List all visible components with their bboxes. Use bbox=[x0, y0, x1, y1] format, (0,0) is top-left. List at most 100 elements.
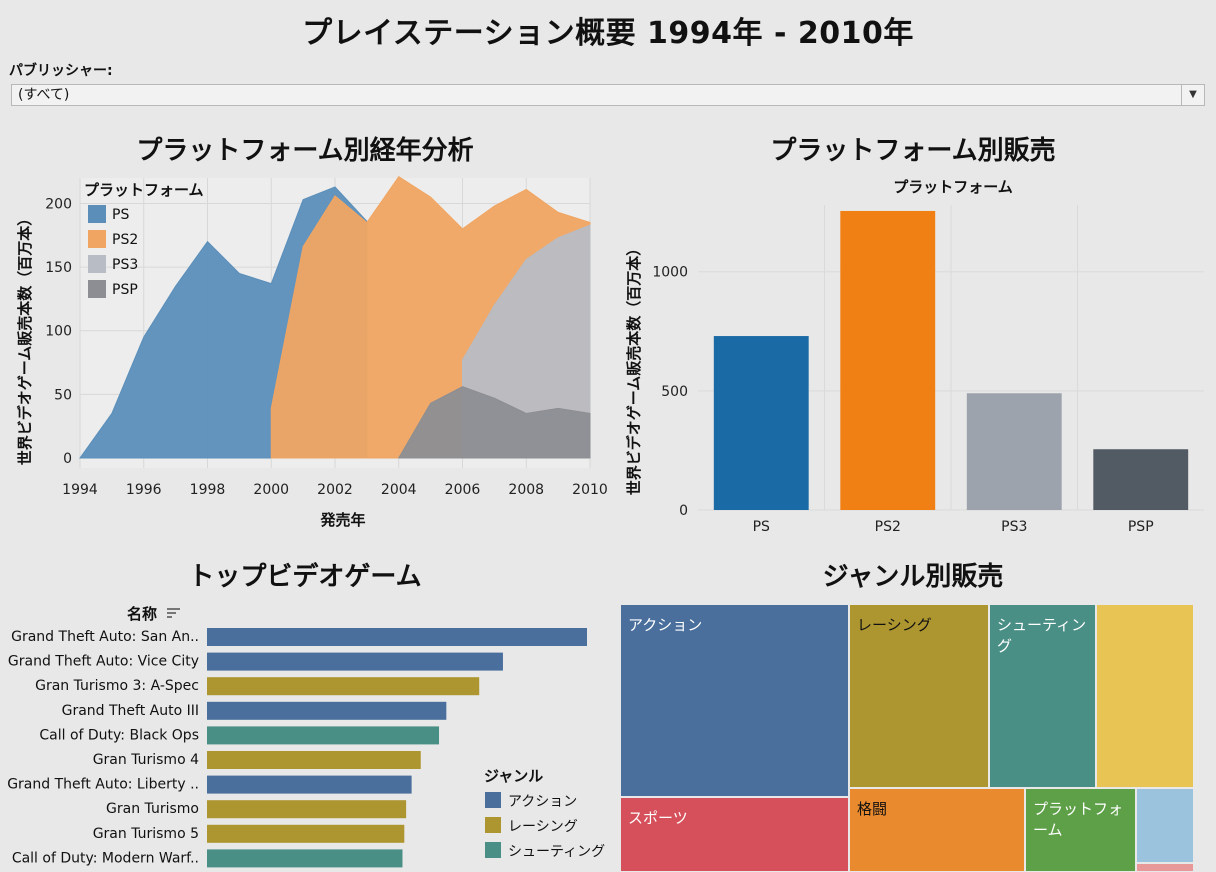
bar-y-tick-0: 0 bbox=[679, 503, 688, 519]
top-games-title: トップビデオゲーム bbox=[188, 562, 422, 592]
treemap-cell[interactable] bbox=[1136, 788, 1194, 863]
area-x-tick-6: 2006 bbox=[445, 482, 481, 498]
bar-x-tick-ps: PS bbox=[753, 519, 770, 535]
area-x-tick-7: 2008 bbox=[508, 482, 544, 498]
area-x-tick-5: 2004 bbox=[381, 482, 417, 498]
area-chart-y-axis-title: 世界ビデオゲーム販売本数（百万本） bbox=[16, 211, 34, 466]
top-game-name: Grand Theft Auto: Liberty .. bbox=[7, 777, 199, 793]
genre-legend-swatch bbox=[485, 817, 501, 833]
area-chart[interactable]: 1994 1996 1998 2000 2002 2004 2006 2008 2010 0 50… bbox=[0, 170, 610, 540]
genre-legend-label: シューティング bbox=[508, 844, 605, 860]
bar-x-tick-psp: PSP bbox=[1128, 519, 1154, 535]
genre-legend-swatch bbox=[485, 792, 501, 808]
treemap-cell-label: レーシング bbox=[857, 616, 932, 634]
bar-chart-title: プラットフォーム別販売 bbox=[770, 136, 1056, 166]
dashboard-title: プレイステーション概要 1994年 - 2010年 bbox=[302, 16, 914, 51]
top-game-bar[interactable] bbox=[207, 800, 407, 819]
treemap-cell[interactable]: プラットフォーム bbox=[1025, 788, 1136, 872]
top-game-row[interactable]: Gran Turismo 5 bbox=[93, 824, 405, 843]
area-chart-legend: プラットフォーム PS PS2 PS3 PSP bbox=[84, 181, 204, 298]
bar-ps2[interactable] bbox=[840, 210, 936, 510]
legend-swatch-ps3 bbox=[88, 255, 106, 273]
top-game-row[interactable]: Grand Theft Auto III bbox=[62, 701, 447, 720]
bar-y-tick-2: 1000 bbox=[652, 265, 688, 281]
treemap-cell[interactable]: アクション bbox=[620, 604, 849, 797]
top-game-bar[interactable] bbox=[207, 849, 403, 868]
top-game-bar[interactable] bbox=[207, 701, 447, 720]
area-chart-series[interactable] bbox=[79, 176, 591, 459]
top-games-row-header: 名称 bbox=[127, 605, 157, 623]
treemap-cell[interactable]: 格闘 bbox=[849, 788, 1025, 872]
area-x-tick-0: 1994 bbox=[62, 482, 98, 498]
top-game-name: Gran Turismo 3: A-Spec bbox=[35, 678, 199, 694]
platform-bar-chart[interactable]: プラットフォーム PS PS2 PS3 PSP 0 500 1000 世界ビデオゲーム販売本… bbox=[610, 170, 1216, 550]
top-game-row[interactable]: Gran Turismo 3: A-Spec bbox=[35, 677, 480, 696]
bar-x-tick-ps3: PS3 bbox=[1001, 519, 1027, 535]
bar-chart-y-axis-title: 世界ビデオゲーム販売本数（百万本） bbox=[625, 241, 643, 496]
area-y-tick-0: 0 bbox=[63, 451, 72, 467]
genre-legend-swatch bbox=[485, 842, 501, 858]
area-y-tick-4: 200 bbox=[45, 196, 72, 212]
bar-ps[interactable] bbox=[713, 336, 809, 510]
area-x-tick-2: 1998 bbox=[190, 482, 226, 498]
area-series-psp[interactable] bbox=[397, 386, 591, 459]
top-game-bar[interactable] bbox=[207, 751, 421, 769]
treemap-cell[interactable]: スポーツ bbox=[620, 797, 849, 872]
area-y-tick-2: 100 bbox=[45, 324, 72, 340]
top-game-name: Call of Duty: Modern Warf.. bbox=[12, 850, 199, 866]
top-game-row[interactable]: Gran Turismo bbox=[106, 800, 407, 819]
top-games-rows[interactable]: Grand Theft Auto: San An.. Grand Theft Au… bbox=[7, 628, 587, 868]
area-legend-title: プラットフォーム bbox=[84, 181, 204, 199]
genre-legend-label: アクション bbox=[508, 794, 577, 810]
bar-chart-bars[interactable] bbox=[713, 210, 1189, 510]
top-game-row[interactable]: Call of Duty: Black Ops bbox=[39, 726, 440, 745]
bar-y-tick-1: 500 bbox=[661, 384, 688, 400]
legend-swatch-ps bbox=[88, 205, 106, 223]
legend-swatch-ps2 bbox=[88, 230, 106, 248]
top-game-name: Gran Turismo bbox=[106, 801, 199, 817]
top-game-bar[interactable] bbox=[207, 775, 412, 794]
treemap-title: ジャンル別販売 bbox=[822, 562, 1004, 592]
area-chart-x-axis-title: 発売年 bbox=[319, 511, 365, 529]
legend-label-ps3: PS3 bbox=[112, 257, 138, 273]
area-chart-y-ticks: 0 50 100 150 200 bbox=[45, 196, 72, 467]
publisher-filter-dropdown[interactable]: (すべて) ▼ bbox=[11, 84, 1205, 106]
top-game-row[interactable]: Gran Turismo 4 bbox=[93, 751, 421, 769]
legend-swatch-psp bbox=[88, 280, 106, 298]
top-game-row[interactable]: Grand Theft Auto: Vice City bbox=[8, 652, 503, 671]
top-game-bar[interactable] bbox=[207, 824, 405, 843]
caret-down-icon[interactable]: ▼ bbox=[1181, 85, 1204, 105]
top-game-name: Gran Turismo 5 bbox=[93, 826, 199, 842]
top-game-bar[interactable] bbox=[207, 677, 480, 696]
bar-psp[interactable] bbox=[1093, 449, 1189, 510]
area-y-tick-1: 50 bbox=[54, 387, 72, 403]
publisher-filter-value: (すべて) bbox=[18, 87, 70, 103]
area-x-tick-8: 2010 bbox=[572, 482, 608, 498]
legend-label-ps: PS bbox=[112, 207, 129, 223]
legend-label-ps2: PS2 bbox=[112, 232, 138, 248]
top-game-row[interactable]: Grand Theft Auto: Liberty .. bbox=[7, 775, 412, 794]
sort-descending-icon[interactable] bbox=[167, 608, 180, 618]
treemap-cell-label: 格闘 bbox=[857, 800, 888, 818]
top-game-bar[interactable] bbox=[207, 628, 587, 646]
area-y-tick-3: 150 bbox=[45, 260, 72, 276]
treemap-cell[interactable]: レーシング bbox=[849, 604, 989, 788]
top-game-row[interactable]: Call of Duty: Modern Warf.. bbox=[12, 849, 403, 868]
bar-chart-ticks: PS PS2 PS3 PSP 0 500 1000 bbox=[652, 265, 1153, 535]
treemap-cell[interactable]: シューティング bbox=[989, 604, 1096, 788]
top-game-row[interactable]: Grand Theft Auto: San An.. bbox=[11, 628, 587, 646]
top-game-bar[interactable] bbox=[207, 726, 440, 745]
area-x-tick-3: 2000 bbox=[253, 482, 289, 498]
area-x-tick-4: 2002 bbox=[317, 482, 353, 498]
treemap-cell[interactable] bbox=[1096, 604, 1194, 788]
top-game-name: Grand Theft Auto III bbox=[62, 703, 199, 719]
top-game-bar[interactable] bbox=[207, 652, 503, 671]
top-game-name: Gran Turismo 4 bbox=[93, 752, 199, 768]
bar-ps3[interactable] bbox=[966, 393, 1062, 510]
area-chart-x-ticks: 1994 1996 1998 2000 2002 2004 2006 2008 2010 bbox=[62, 482, 608, 498]
treemap-cell[interactable] bbox=[1136, 863, 1194, 872]
top-games-chart[interactable]: 名称 Grand Theft Auto: San An..Grand Theft… bbox=[0, 596, 610, 872]
genre-legend-title: ジャンル bbox=[484, 767, 543, 785]
genre-treemap[interactable]: アクション レーシング シューティングスポーツ 格闘 プラットフォーム bbox=[620, 604, 1194, 872]
